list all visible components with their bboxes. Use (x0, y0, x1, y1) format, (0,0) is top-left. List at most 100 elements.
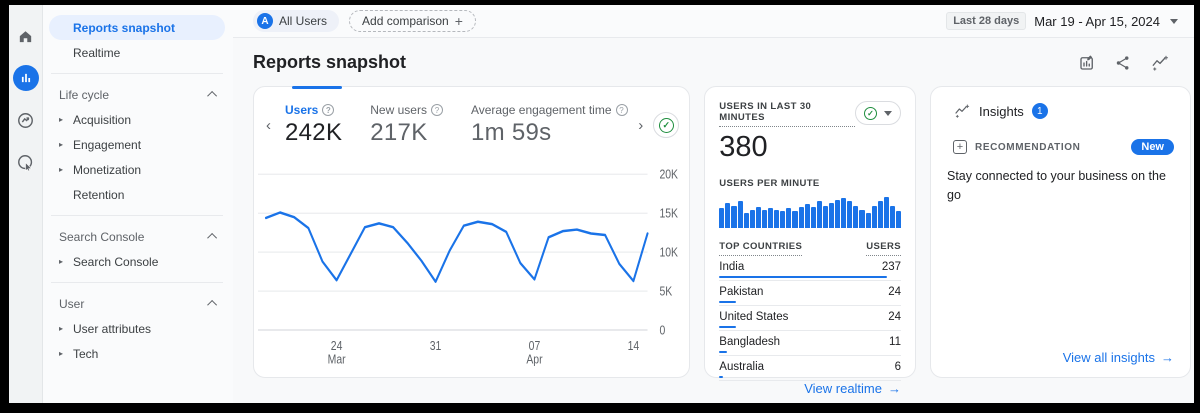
svg-text:31: 31 (430, 339, 442, 353)
svg-text:Apr: Apr (526, 352, 542, 366)
minute-bar (847, 201, 853, 228)
chevron-right-icon[interactable]: › (638, 116, 644, 134)
realtime-header: USERS IN LAST 30 MINUTES ✓ (719, 101, 901, 127)
sidebar-item-label: Retention (73, 187, 125, 202)
view-realtime-link[interactable]: View realtime → (804, 381, 901, 396)
country-row: India 237 (719, 256, 901, 281)
help-icon[interactable]: ? (615, 104, 628, 116)
sidebar-item-label: Tech (73, 346, 99, 361)
sidebar-section-search-console[interactable]: Search Console (49, 224, 225, 249)
minute-bar (792, 211, 798, 228)
share-icon[interactable] (1114, 54, 1132, 72)
sidebar-item-user-attributes[interactable]: ▸ User attributes (49, 316, 225, 341)
sidebar-section-user[interactable]: User (49, 291, 225, 316)
insights-card: Insights 1 + RECOMMENDATION New Stay con… (930, 86, 1191, 378)
svg-text:Mar: Mar (328, 352, 346, 366)
all-users-chip[interactable]: A All Users (253, 10, 340, 32)
recommendation-text[interactable]: Stay connected to your business on the g… (947, 169, 1166, 202)
metric-header: ‹ Users? 242K New users? 217K Average engage… (254, 87, 689, 153)
add-comparison-button[interactable]: Add comparison + (349, 10, 476, 32)
country-users-value: 237 (881, 261, 901, 273)
add-comparison-label: Add comparison (362, 14, 449, 28)
sidebar-item-search-console[interactable]: ▸ Search Console (49, 249, 225, 274)
main-content: A All Users Add comparison + Last 28 day… (233, 5, 1194, 403)
expand-triangle-icon[interactable]: ▸ (59, 349, 64, 358)
metric-label: Users (285, 103, 319, 117)
home-icon[interactable] (13, 23, 39, 49)
country-row: Australia 6 (719, 356, 901, 381)
sidebar-item-reports-snapshot[interactable]: Reports snapshot (49, 15, 225, 40)
insights-title: Insights (979, 103, 1024, 119)
country-share-bar (719, 300, 737, 303)
minute-bar (889, 206, 896, 228)
svg-text:24: 24 (331, 339, 343, 353)
selected-metric-indicator (292, 86, 342, 89)
metric-label: Average engagement time (470, 103, 612, 117)
date-range-picker[interactable]: Last 28 days Mar 19 - Apr 15, 2024 (946, 12, 1178, 30)
sidebar-item-label: Engagement (73, 137, 142, 152)
chevron-up-icon[interactable] (207, 299, 218, 310)
sidebar-section-life-cycle[interactable]: Life cycle (49, 82, 225, 107)
realtime-status-dropdown[interactable]: ✓ (855, 101, 901, 125)
insights-header: Insights 1 (953, 103, 1174, 119)
sidebar-section-label: Search Console (59, 229, 145, 244)
metric-value: 242K (285, 119, 343, 146)
sidebar-item-tech[interactable]: ▸ Tech (49, 341, 225, 366)
customize-report-icon[interactable] (1078, 54, 1096, 72)
top-countries-header: TOP COUNTRIES USERS (719, 241, 901, 256)
metric-value: 217K (370, 119, 428, 146)
svg-text:0: 0 (659, 323, 665, 337)
chevron-up-icon[interactable] (207, 232, 218, 243)
metric-tab-new-users[interactable]: New users? 217K (370, 103, 443, 147)
chevron-left-icon[interactable]: ‹ (266, 116, 271, 134)
country-name: Australia (719, 361, 765, 373)
sidebar-item-engagement[interactable]: ▸ Engagement (49, 132, 225, 157)
users-trend-chart[interactable]: 0 5K 10K 15K 20K 24 Mar 31 07 Apr 14 (254, 153, 689, 377)
new-badge: New (1131, 139, 1174, 155)
expand-triangle-icon[interactable]: ▸ (59, 257, 64, 266)
sidebar-divider (51, 282, 223, 283)
sidebar-divider (51, 73, 223, 74)
data-quality-button[interactable]: ✓ (653, 112, 680, 138)
metric-tab-average-engagement-time[interactable]: Average engagement time? 1m 59s (471, 103, 628, 147)
country-name: United States (719, 311, 789, 323)
insights-icon[interactable] (1150, 54, 1170, 72)
expand-triangle-icon[interactable]: ▸ (59, 165, 64, 174)
minute-bar (859, 210, 865, 228)
reports-icon[interactable] (12, 65, 39, 91)
sidebar-item-acquisition[interactable]: ▸ Acquisition (49, 107, 225, 132)
minute-bar (755, 207, 761, 228)
minute-bar (835, 200, 841, 228)
sidebar-item-monetization[interactable]: ▸ Monetization (49, 157, 225, 182)
date-range-tag: Last 28 days (946, 12, 1027, 30)
recommendation-icon: + (953, 140, 967, 154)
svg-text:15K: 15K (659, 207, 678, 221)
metric-label: New users (370, 103, 427, 117)
view-all-insights-link[interactable]: View all insights → (1063, 350, 1174, 365)
svg-text:10K: 10K (659, 245, 678, 259)
chevron-up-icon[interactable] (207, 90, 218, 101)
minute-bar (871, 206, 877, 228)
expand-triangle-icon[interactable]: ▸ (59, 324, 64, 333)
page-header: Reports snapshot (233, 38, 1194, 83)
minute-bar (865, 213, 871, 228)
users-column-header: USERS (866, 241, 901, 256)
minute-bar (883, 197, 889, 228)
advertising-icon[interactable] (13, 149, 39, 175)
help-icon[interactable]: ? (322, 104, 335, 116)
chevron-down-icon[interactable] (1170, 18, 1178, 24)
expand-triangle-icon[interactable]: ▸ (59, 140, 64, 149)
expand-triangle-icon[interactable]: ▸ (59, 115, 64, 124)
metric-tab-users[interactable]: Users? 242K (285, 103, 342, 147)
minute-bar (780, 211, 786, 228)
sidebar-item-realtime[interactable]: Realtime (49, 40, 225, 65)
explore-icon[interactable] (13, 107, 39, 133)
sidebar-item-retention[interactable]: Retention (49, 182, 225, 207)
comparison-bar: A All Users Add comparison + Last 28 day… (233, 5, 1194, 38)
plus-icon: + (454, 13, 463, 29)
country-row: United States 24 (719, 306, 901, 331)
help-icon[interactable]: ? (430, 104, 443, 116)
analytics-app: Reports snapshot Realtime Life cycle ▸ Acqui… (9, 5, 1194, 403)
minute-bar (877, 201, 883, 228)
